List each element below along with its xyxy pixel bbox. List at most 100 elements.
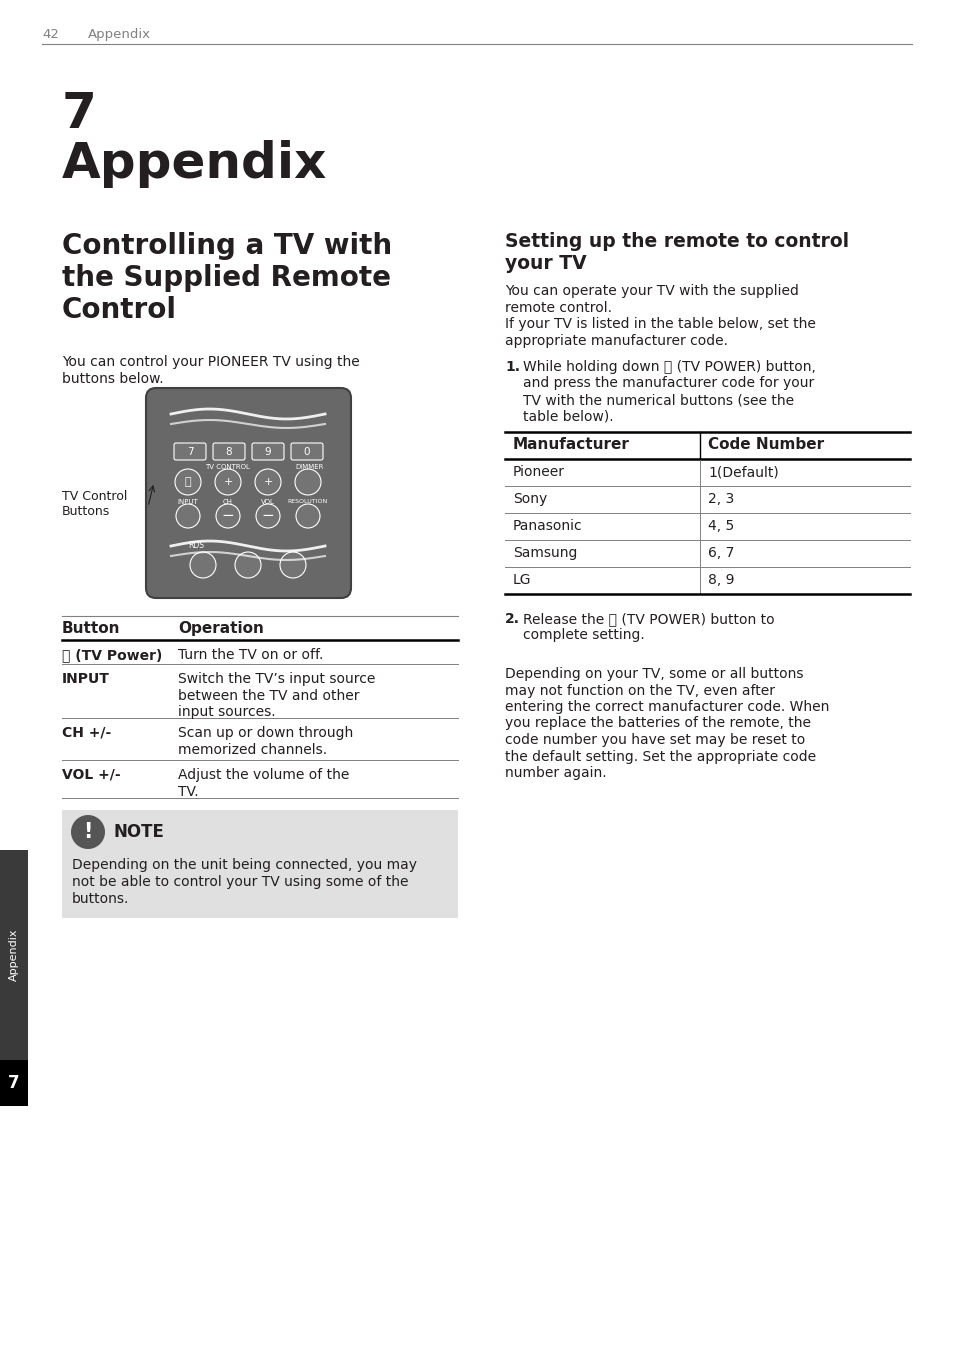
- Circle shape: [174, 468, 201, 496]
- Text: 1.: 1.: [504, 360, 519, 374]
- Text: Code Number: Code Number: [707, 437, 823, 452]
- Text: the default setting. Set the appropriate code: the default setting. Set the appropriate…: [504, 750, 815, 764]
- Circle shape: [215, 504, 240, 528]
- Text: Switch the TV’s input source: Switch the TV’s input source: [178, 672, 375, 686]
- Text: Appendix: Appendix: [9, 929, 19, 982]
- FancyBboxPatch shape: [146, 389, 351, 598]
- Text: and press the manufacturer code for your: and press the manufacturer code for your: [522, 376, 814, 390]
- FancyBboxPatch shape: [62, 810, 457, 918]
- Text: appropriate manufacturer code.: appropriate manufacturer code.: [504, 333, 727, 348]
- Text: buttons below.: buttons below.: [62, 372, 164, 386]
- Text: number again.: number again.: [504, 766, 606, 780]
- Text: 0: 0: [303, 447, 310, 458]
- Text: INPUT: INPUT: [62, 672, 110, 686]
- Text: TV.: TV.: [178, 784, 198, 799]
- Text: remote control.: remote control.: [504, 301, 612, 314]
- Text: 2, 3: 2, 3: [707, 492, 734, 506]
- Text: CH: CH: [223, 500, 233, 505]
- Circle shape: [214, 468, 241, 496]
- Text: While holding down ⏻ (TV POWER) button,: While holding down ⏻ (TV POWER) button,: [522, 360, 815, 374]
- Text: your TV: your TV: [504, 255, 586, 274]
- Text: Scan up or down through: Scan up or down through: [178, 726, 353, 741]
- Text: DIMMER: DIMMER: [295, 464, 324, 470]
- Text: If your TV is listed in the table below, set the: If your TV is listed in the table below,…: [504, 317, 815, 330]
- Text: TV CONTROL: TV CONTROL: [205, 464, 251, 470]
- Text: −: −: [261, 509, 274, 524]
- Circle shape: [190, 552, 215, 578]
- Text: +: +: [223, 477, 233, 487]
- Text: Button: Button: [62, 621, 120, 636]
- Text: 2.: 2.: [504, 612, 519, 626]
- Bar: [0, 0, 28, 1354]
- FancyBboxPatch shape: [213, 443, 245, 460]
- Text: !: !: [83, 822, 92, 842]
- Text: entering the correct manufacturer code. When: entering the correct manufacturer code. …: [504, 700, 828, 714]
- Text: RESOLUTION: RESOLUTION: [288, 500, 328, 504]
- Text: may not function on the TV, even after: may not function on the TV, even after: [504, 684, 774, 697]
- Text: Sony: Sony: [513, 492, 547, 506]
- Text: Operation: Operation: [178, 621, 264, 636]
- Text: Release the ⏻ (TV POWER) button to: Release the ⏻ (TV POWER) button to: [522, 612, 774, 626]
- Text: ⏻: ⏻: [185, 477, 192, 487]
- Text: 6, 7: 6, 7: [707, 546, 734, 561]
- Text: 9: 9: [264, 447, 271, 458]
- Text: 42: 42: [42, 28, 59, 41]
- Text: Appendix: Appendix: [88, 28, 151, 41]
- Text: 7: 7: [9, 1074, 20, 1091]
- Text: Controlling a TV with: Controlling a TV with: [62, 232, 392, 260]
- Text: Pioneer: Pioneer: [513, 464, 564, 479]
- Circle shape: [175, 504, 200, 528]
- Circle shape: [254, 468, 281, 496]
- Text: LG: LG: [513, 573, 531, 588]
- Text: input sources.: input sources.: [178, 705, 275, 719]
- FancyBboxPatch shape: [291, 443, 323, 460]
- Text: Appendix: Appendix: [62, 139, 327, 188]
- FancyBboxPatch shape: [173, 443, 206, 460]
- Text: code number you have set may be reset to: code number you have set may be reset to: [504, 733, 804, 747]
- Text: Buttons: Buttons: [62, 505, 111, 519]
- Circle shape: [294, 468, 320, 496]
- Circle shape: [295, 504, 319, 528]
- Bar: [0, 850, 28, 1060]
- Text: between the TV and other: between the TV and other: [178, 688, 359, 703]
- Text: TV with the numerical buttons (see the: TV with the numerical buttons (see the: [522, 393, 793, 408]
- Text: NOTE: NOTE: [113, 823, 165, 841]
- Text: 4, 5: 4, 5: [707, 519, 734, 533]
- Text: the Supplied Remote: the Supplied Remote: [62, 264, 391, 292]
- Text: TV Control: TV Control: [62, 490, 128, 502]
- Circle shape: [234, 552, 261, 578]
- Text: −: −: [221, 509, 234, 524]
- Text: buttons.: buttons.: [71, 892, 130, 906]
- Text: 7: 7: [62, 89, 97, 138]
- Text: Depending on your TV, some or all buttons: Depending on your TV, some or all button…: [504, 668, 802, 681]
- Text: INPUT: INPUT: [177, 500, 198, 505]
- Text: Depending on the unit being connected, you may: Depending on the unit being connected, y…: [71, 858, 416, 872]
- Text: Setting up the remote to control: Setting up the remote to control: [504, 232, 848, 250]
- Text: Turn the TV on or off.: Turn the TV on or off.: [178, 649, 323, 662]
- Text: complete setting.: complete setting.: [522, 628, 644, 643]
- Text: table below).: table below).: [522, 409, 613, 424]
- Text: VOL: VOL: [261, 500, 274, 505]
- FancyBboxPatch shape: [252, 443, 284, 460]
- Text: Panasonic: Panasonic: [513, 519, 582, 533]
- Text: You can control your PIONEER TV using the: You can control your PIONEER TV using th…: [62, 355, 359, 370]
- Text: memorized channels.: memorized channels.: [178, 742, 327, 757]
- Circle shape: [280, 552, 306, 578]
- Text: Control: Control: [62, 297, 177, 324]
- Text: 7: 7: [187, 447, 193, 458]
- Circle shape: [71, 815, 105, 849]
- Bar: [0, 1060, 28, 1106]
- Text: not be able to control your TV using some of the: not be able to control your TV using som…: [71, 875, 408, 890]
- Text: Samsung: Samsung: [513, 546, 577, 561]
- Text: VOL +/-: VOL +/-: [62, 768, 120, 783]
- Text: Manufacturer: Manufacturer: [513, 437, 629, 452]
- Text: 8: 8: [226, 447, 233, 458]
- Text: +: +: [263, 477, 273, 487]
- Circle shape: [255, 504, 280, 528]
- Text: 1(Default): 1(Default): [707, 464, 778, 479]
- Text: You can operate your TV with the supplied: You can operate your TV with the supplie…: [504, 284, 798, 298]
- Text: 8, 9: 8, 9: [707, 573, 734, 588]
- Text: CH +/-: CH +/-: [62, 726, 112, 741]
- Text: you replace the batteries of the remote, the: you replace the batteries of the remote,…: [504, 716, 810, 731]
- Text: Adjust the volume of the: Adjust the volume of the: [178, 768, 349, 783]
